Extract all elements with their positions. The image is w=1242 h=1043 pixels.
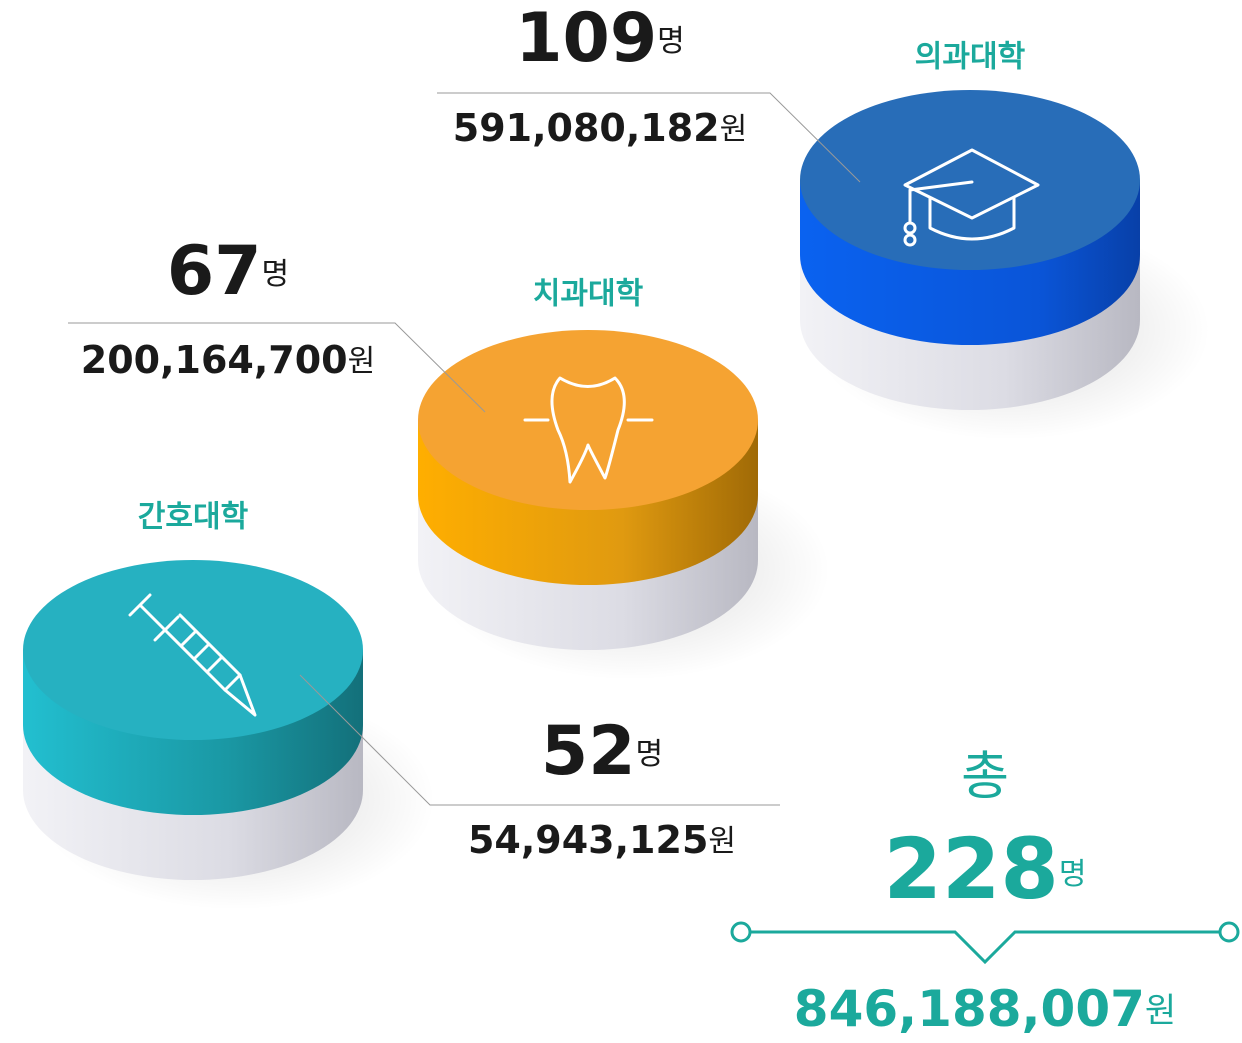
college-label: 간호대학 bbox=[138, 500, 249, 535]
college-label: 의과대학 bbox=[915, 40, 1026, 75]
divider bbox=[730, 921, 1240, 965]
count-unit: 명 bbox=[636, 737, 664, 772]
graduation-cap-icon bbox=[903, 148, 1040, 247]
cylinder-dental bbox=[418, 330, 758, 650]
amount: 200,164,700원 bbox=[81, 338, 375, 382]
total-count-value: 228 bbox=[884, 820, 1059, 918]
count-value: 67 bbox=[167, 232, 262, 311]
leader-line bbox=[299, 674, 780, 806]
leader-line bbox=[437, 92, 861, 183]
count-value: 109 bbox=[515, 0, 657, 78]
amount-unit: 원 bbox=[708, 824, 736, 859]
count: 67명 bbox=[167, 232, 289, 311]
amount-value: 200,164,700 bbox=[81, 338, 348, 382]
amount: 54,943,125원 bbox=[468, 818, 736, 862]
total-prefix: 총 bbox=[961, 747, 1009, 807]
total-amount-unit: 원 bbox=[1145, 991, 1176, 1031]
tooth-icon bbox=[523, 376, 654, 484]
cylinder-nursing bbox=[23, 560, 363, 880]
count-unit: 명 bbox=[657, 24, 685, 59]
leader-line bbox=[68, 322, 486, 413]
syringe-icon bbox=[128, 593, 257, 717]
cylinder-medical bbox=[800, 90, 1140, 410]
amount-value: 54,943,125 bbox=[468, 818, 708, 862]
amount-unit: 원 bbox=[348, 344, 376, 379]
total-amount-value: 846,188,007 bbox=[794, 980, 1145, 1038]
amount: 591,080,182원 bbox=[453, 106, 747, 150]
total-count-unit: 명 bbox=[1059, 857, 1087, 892]
college-label: 치과대학 bbox=[533, 277, 644, 312]
total-count: 228명 bbox=[884, 820, 1087, 918]
total-amount: 846,188,007원 bbox=[794, 980, 1176, 1038]
count: 109명 bbox=[515, 0, 685, 78]
count-unit: 명 bbox=[262, 257, 290, 292]
count-value: 52 bbox=[541, 712, 636, 791]
amount-unit: 원 bbox=[720, 112, 748, 147]
count: 52명 bbox=[541, 712, 663, 791]
amount-value: 591,080,182 bbox=[453, 106, 720, 150]
